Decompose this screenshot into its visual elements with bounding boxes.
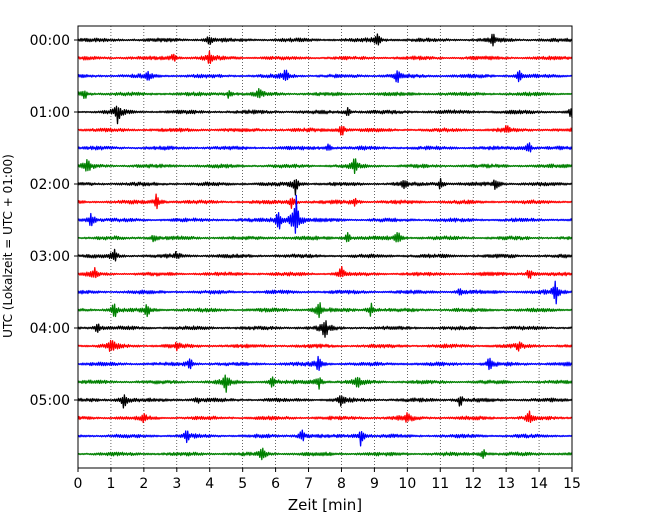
x-tick-label-1: 1 [106, 476, 115, 492]
trace-11 [77, 232, 573, 243]
x-tick-label-9: 9 [370, 476, 379, 492]
trace-group [77, 33, 573, 461]
x-tick-label-13: 13 [497, 476, 515, 492]
x-tick-label-12: 12 [464, 476, 482, 492]
trace-3 [77, 88, 573, 100]
trace-7 [77, 158, 573, 175]
x-tick-label-10: 10 [398, 476, 416, 492]
x-tick-label-0: 0 [74, 476, 83, 492]
x-tick-label-4: 4 [205, 476, 214, 492]
y-tick-label-0: 00:00 [30, 33, 70, 49]
trace-17 [77, 339, 573, 352]
trace-20 [77, 394, 573, 409]
trace-1 [77, 50, 573, 65]
trace-19 [77, 374, 573, 393]
x-tick-label-15: 15 [563, 476, 581, 492]
trace-12 [77, 248, 573, 262]
x-tick-label-5: 5 [238, 476, 247, 492]
x-axis-ticks: 0 1 2 3 4 5 6 7 8 9 10 11 12 13 14 15 [74, 468, 581, 492]
trace-23 [77, 447, 573, 461]
y-axis-label: UTC (Lokalzeit = UTC + 01:00) [1, 154, 15, 338]
trace-6 [77, 142, 573, 153]
y-tick-label-5: 05:00 [30, 393, 70, 409]
x-tick-label-7: 7 [304, 476, 313, 492]
trace-21 [77, 410, 573, 424]
trace-16 [77, 320, 573, 338]
x-tick-label-3: 3 [172, 476, 181, 492]
trace-15 [77, 302, 573, 319]
trace-8 [77, 177, 573, 196]
trace-2 [77, 69, 573, 83]
trace-18 [77, 355, 573, 371]
trace-5 [77, 124, 573, 136]
trace-22 [77, 429, 573, 447]
x-tick-label-11: 11 [431, 476, 449, 492]
x-tick-label-6: 6 [271, 476, 280, 492]
plot-frame [77, 25, 573, 469]
y-tick-label-4: 04:00 [30, 321, 70, 337]
y-tick-label-2: 02:00 [30, 177, 70, 193]
y-tick-label-1: 01:00 [30, 105, 70, 121]
x-tick-label-14: 14 [530, 476, 548, 492]
trace-4 [77, 105, 573, 125]
trace-0 [77, 33, 573, 47]
x-tick-label-8: 8 [337, 476, 346, 492]
y-axis-ticks: 00:00 01:00 02:00 03:00 04:00 05:00 [30, 33, 78, 409]
y-tick-label-3: 03:00 [30, 249, 70, 265]
trace-14 [77, 280, 573, 305]
x-axis-label: Zeit [min] [288, 496, 362, 514]
trace-10 [77, 194, 573, 234]
trace-13 [77, 265, 573, 279]
x-tick-label-2: 2 [139, 476, 148, 492]
trace-9 [77, 193, 573, 210]
plot-background [78, 26, 572, 468]
